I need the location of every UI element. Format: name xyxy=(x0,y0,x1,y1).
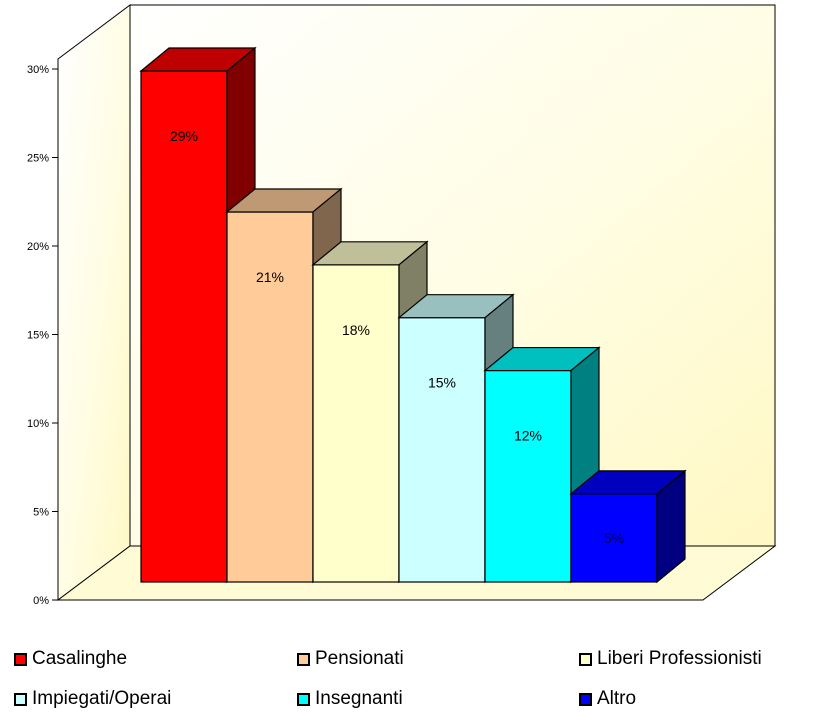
y-tick-label: 20% xyxy=(27,241,49,253)
legend-label: Casalinghe xyxy=(32,648,128,669)
legend-swatch xyxy=(579,652,592,666)
legend-swatch xyxy=(579,692,592,706)
y-tick-label: 0% xyxy=(33,595,49,607)
legend-label: Liberi Professionisti xyxy=(597,648,762,669)
legend-label: Pensionati xyxy=(315,648,404,669)
legend-swatch xyxy=(297,692,310,706)
legend-item: Casalinghe xyxy=(14,646,127,672)
y-tick-label: 5% xyxy=(33,507,49,519)
bars: 29% 21% 18% 15% 12% 5% xyxy=(139,46,687,584)
y-axis: 0% 5% 10% 15% 20% 25% 30% xyxy=(27,64,59,607)
legend-swatch xyxy=(297,652,310,666)
data-label: 12% xyxy=(514,428,542,444)
data-label: 29% xyxy=(170,128,198,144)
legend-item: Impiegati/Operai xyxy=(14,686,171,712)
data-label: 18% xyxy=(342,322,370,338)
legend-label: Impiegati/Operai xyxy=(32,688,172,709)
bar-front xyxy=(226,211,314,583)
y-tick-label: 15% xyxy=(27,330,49,342)
data-label: 15% xyxy=(428,375,456,391)
bar-front xyxy=(312,264,400,583)
bar-front xyxy=(140,70,228,583)
side-wall xyxy=(57,4,131,601)
bar-side xyxy=(656,469,686,584)
legend-item: Altro xyxy=(579,686,636,712)
legend-label: Altro xyxy=(597,688,637,709)
legend-item: Liberi Professionisti xyxy=(579,646,762,672)
bar-chart: 0% 5% 10% 15% 20% 25% 30% 29% 21% 18% 15% 12% 5% xyxy=(27,4,777,607)
data-label: 21% xyxy=(256,269,284,285)
legend-swatch xyxy=(14,652,27,666)
y-tick-label: 10% xyxy=(27,418,49,430)
bar-5: 5% xyxy=(569,469,687,584)
data-label: 5% xyxy=(604,530,624,546)
legend-item: Insegnanti xyxy=(297,686,403,712)
bar-front xyxy=(484,369,572,583)
legend-label: Insegnanti xyxy=(315,688,403,709)
bar-front xyxy=(570,493,658,583)
bar-front xyxy=(398,317,486,583)
y-tick-label: 25% xyxy=(27,153,49,165)
legend-item: Pensionati xyxy=(297,646,404,672)
legend-swatch xyxy=(14,692,27,706)
y-tick-label: 30% xyxy=(27,64,49,76)
